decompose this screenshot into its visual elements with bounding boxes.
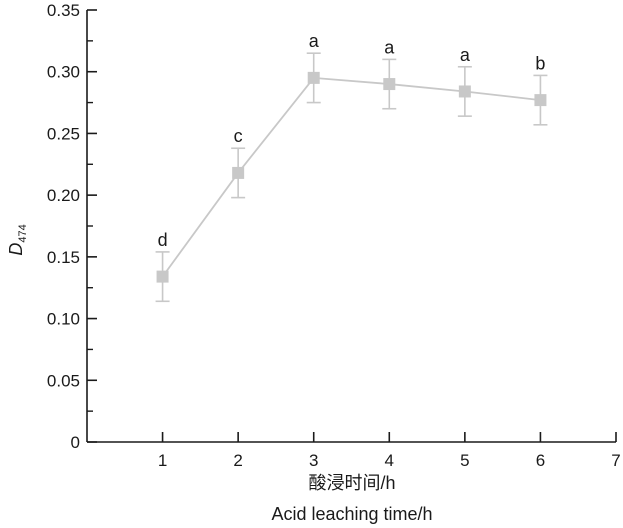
x-tick-label: 6 — [536, 451, 545, 470]
significance-label: a — [309, 31, 320, 51]
x-tick-label: 4 — [385, 451, 394, 470]
significance-label: b — [535, 53, 545, 73]
y-axis-title-main: D — [6, 243, 26, 256]
significance-label: d — [158, 230, 168, 250]
series-line — [161, 76, 541, 278]
x-tick-label: 7 — [611, 451, 620, 470]
data-point — [307, 71, 320, 84]
y-axis-title-sub: 474 — [17, 224, 29, 242]
x-tick-label: 1 — [158, 451, 167, 470]
data-point — [232, 166, 245, 179]
y-tick-label: 0.15 — [47, 248, 80, 267]
x-axis-title-en: Acid leaching time/h — [271, 504, 432, 524]
y-tick-label: 0.10 — [47, 310, 80, 329]
x-tick-label: 5 — [460, 451, 469, 470]
y-tick-label: 0.30 — [47, 63, 80, 82]
y-tick-label: 0.05 — [47, 371, 80, 390]
y-tick-label: 0.20 — [47, 186, 80, 205]
x-tick-label: 2 — [233, 451, 242, 470]
data-point — [156, 270, 169, 283]
y-tick-label: 0.35 — [47, 1, 80, 20]
y-axis: 0 0.05 0.10 0.15 0.20 0.25 0.30 0.35 — [47, 1, 97, 452]
significance-label: a — [384, 37, 395, 57]
data-point — [534, 94, 547, 107]
x-axis-title: 酸浸时间/h — [308, 473, 395, 493]
x-axis: 1 2 3 4 5 6 7 — [87, 432, 621, 470]
data-point — [458, 85, 471, 98]
x-tick-label: 3 — [309, 451, 318, 470]
significance-label: c — [234, 126, 243, 146]
y-tick-label: 0 — [71, 433, 80, 452]
y-axis-title: D474 — [6, 224, 29, 255]
data-point — [383, 78, 396, 91]
series-layer: d c a a a b — [155, 31, 548, 303]
y-tick-label: 0.25 — [47, 124, 80, 143]
significance-label: a — [460, 45, 471, 65]
